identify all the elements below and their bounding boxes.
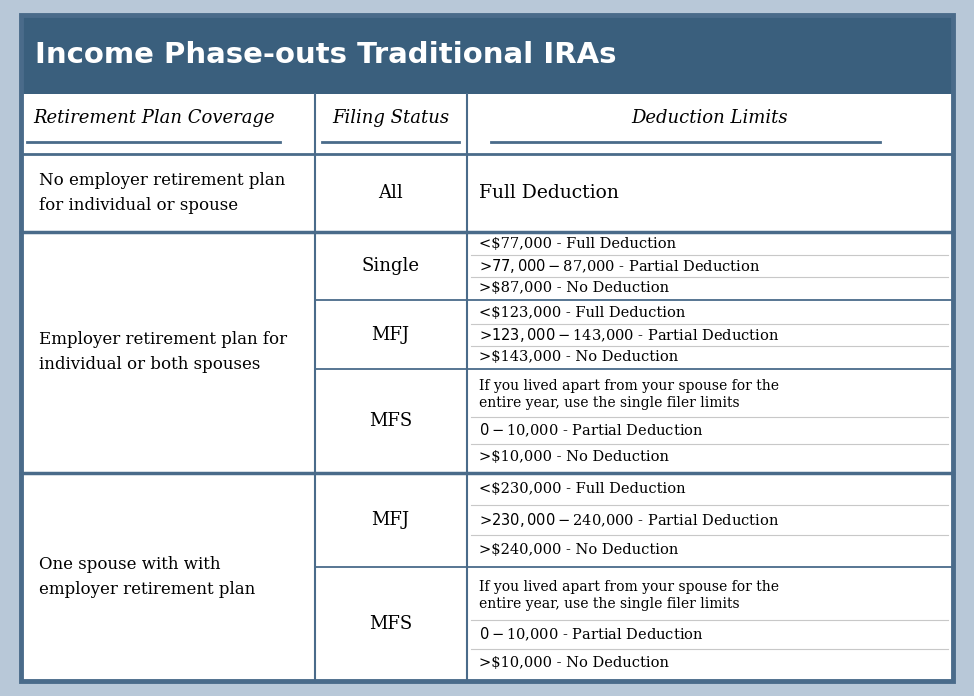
Text: >$10,000 - No Deduction: >$10,000 - No Deduction [478,656,669,670]
Bar [21,15,953,94]
Text: >$77,000 - $87,000 - Partial Deduction: >$77,000 - $87,000 - Partial Deduction [478,257,760,275]
Text: MFS: MFS [369,412,412,429]
Text: If you lived apart from your spouse for the
entire year, use the single filer li: If you lived apart from your spouse for … [478,379,778,410]
Text: Employer retirement plan for
individual or both spouses: Employer retirement plan for individual … [39,331,287,373]
Text: If you lived apart from your spouse for the
entire year, use the single filer li: If you lived apart from your spouse for … [478,580,778,610]
Text: Filing Status: Filing Status [332,109,449,127]
Text: $0 -$10,000 - Partial Deduction: $0 -$10,000 - Partial Deduction [478,626,703,643]
Text: <$230,000 - Full Deduction: <$230,000 - Full Deduction [478,482,686,496]
Text: >$143,000 - No Deduction: >$143,000 - No Deduction [478,349,678,364]
Text: Single: Single [361,257,420,275]
Text: All: All [378,184,403,202]
Text: >$230,000 - $240,000 - Partial Deduction: >$230,000 - $240,000 - Partial Deduction [478,511,779,529]
Text: >$123,000 - $143,000 - Partial Deduction: >$123,000 - $143,000 - Partial Deduction [478,326,779,344]
Text: Income Phase-outs Traditional IRAs: Income Phase-outs Traditional IRAs [35,40,617,69]
Text: <$77,000 - Full Deduction: <$77,000 - Full Deduction [478,237,676,251]
Text: >$10,000 - No Deduction: >$10,000 - No Deduction [478,450,669,464]
Text: MFS: MFS [369,615,412,633]
Text: MFJ: MFJ [371,326,410,344]
Text: $0 - $10,000 - Partial Deduction: $0 - $10,000 - Partial Deduction [478,422,703,439]
Text: One spouse with with
employer retirement plan: One spouse with with employer retirement… [39,555,255,597]
Text: MFJ: MFJ [371,511,410,529]
Text: >$240,000 - No Deduction: >$240,000 - No Deduction [478,544,678,557]
Text: Full Deduction: Full Deduction [478,184,618,202]
Text: No employer retirement plan
for individual or spouse: No employer retirement plan for individu… [39,172,285,214]
Text: <$123,000 - Full Deduction: <$123,000 - Full Deduction [478,306,685,319]
Text: Retirement Plan Coverage: Retirement Plan Coverage [33,109,275,127]
Text: >$87,000 - No Deduction: >$87,000 - No Deduction [478,281,669,295]
Text: Deduction Limits: Deduction Limits [631,109,788,127]
